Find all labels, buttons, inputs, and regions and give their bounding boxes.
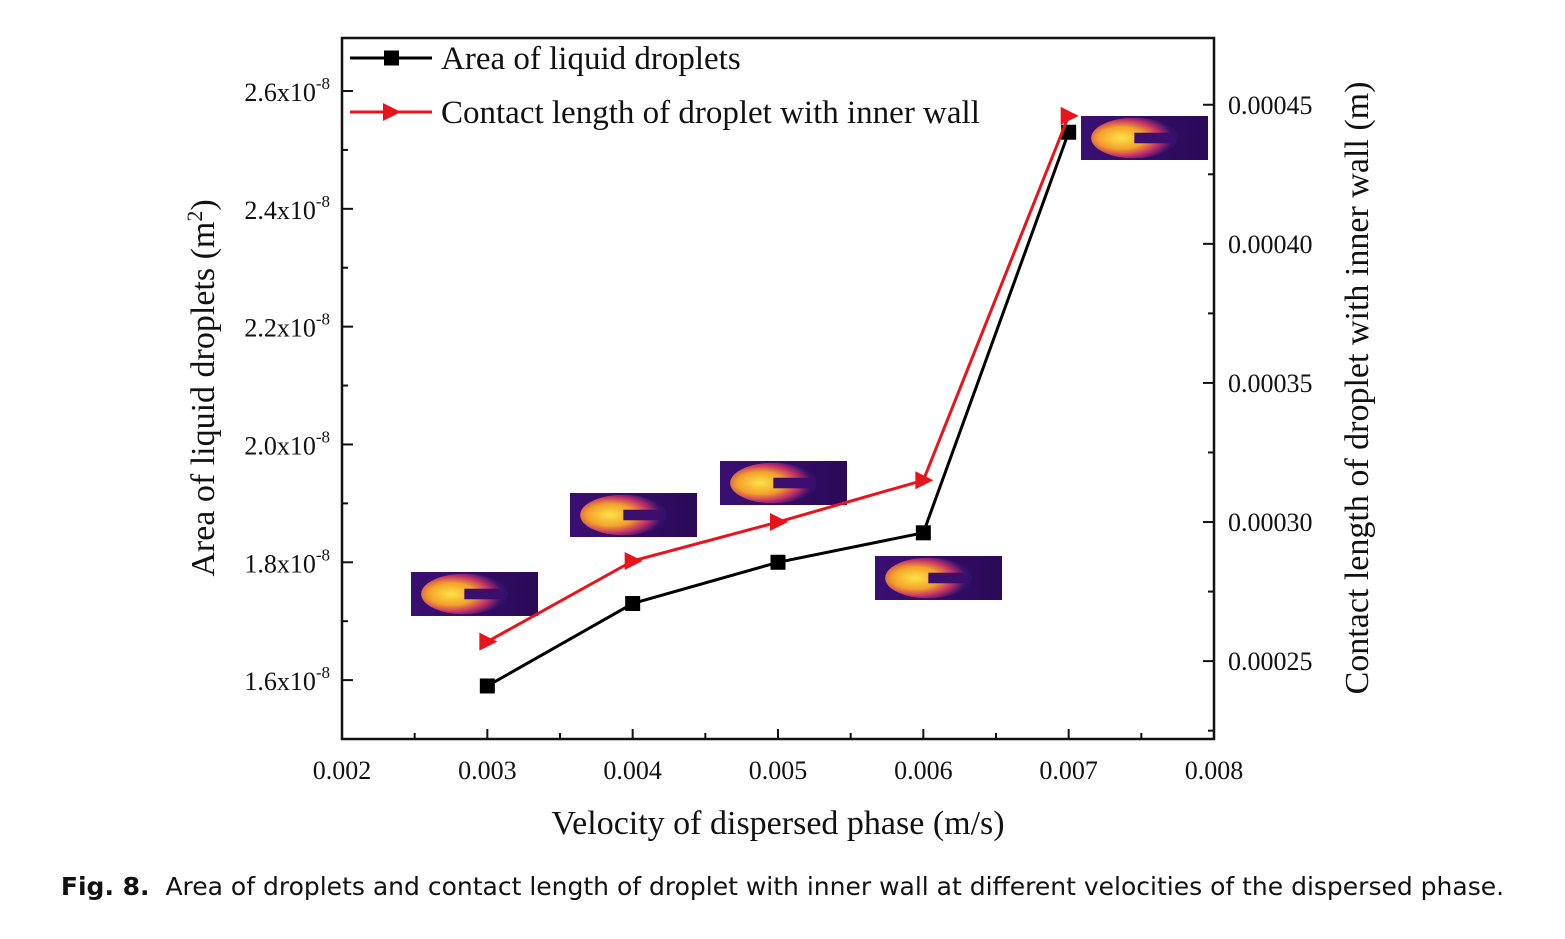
legend-label: Contact length of droplet with inner wal… bbox=[441, 95, 980, 131]
figure-caption: Fig. 8. Area of droplets and contact len… bbox=[0, 872, 1565, 901]
x-tick-label: 0.003 bbox=[458, 756, 517, 785]
caption-text: Area of droplets and contact length of d… bbox=[165, 872, 1505, 901]
y-right-tick-label: 0.00030 bbox=[1228, 508, 1313, 537]
legend-item-droplet-area: Area of liquid droplets bbox=[350, 41, 741, 77]
y-left-tick-label: 2.0x10-8 bbox=[244, 427, 330, 460]
x-tick-label: 0.002 bbox=[313, 756, 372, 785]
contact-length-point bbox=[770, 513, 788, 532]
legend-label: Area of liquid droplets bbox=[441, 41, 741, 77]
droplet-snapshot-0.005 bbox=[720, 461, 847, 505]
contact-length-point bbox=[479, 632, 498, 651]
caption-label: Fig. 8. bbox=[60, 872, 150, 901]
x-axis-title: Velocity of dispersed phase (m/s) bbox=[551, 805, 1004, 842]
droplet-area-line bbox=[486, 131, 1071, 688]
y-right-tick-label: 0.00045 bbox=[1228, 91, 1313, 120]
snapshot-neck bbox=[623, 509, 662, 521]
y-right-axis-title: Contact length of droplet with inner wal… bbox=[1339, 82, 1376, 695]
y-left-tick-label: 2.6x10-8 bbox=[244, 74, 330, 107]
y-left-tick-label: 1.6x10-8 bbox=[244, 663, 330, 696]
snapshot-neck bbox=[464, 588, 503, 600]
droplet-area-point bbox=[915, 525, 931, 541]
y-axis-right: 0.00025 0.00030 0.00035 0.00040 0.00045 bbox=[1203, 91, 1313, 732]
droplet-area-point bbox=[770, 554, 786, 570]
droplet-area-point bbox=[625, 596, 641, 612]
droplet-snapshot-0.007 bbox=[1081, 116, 1208, 160]
axis-titles: Velocity of dispersed phase (m/s) Area of… bbox=[182, 82, 1376, 842]
legend-item-contact-length: Contact length of droplet with inner wal… bbox=[350, 95, 980, 131]
legend-marker bbox=[383, 103, 401, 121]
y-right-tick-label: 0.00025 bbox=[1228, 647, 1313, 676]
snapshot-neck bbox=[928, 572, 967, 584]
droplet-area-point bbox=[479, 678, 495, 694]
snapshot-neck bbox=[773, 477, 812, 489]
x-tick-label: 0.005 bbox=[749, 756, 808, 785]
y-left-tick-label: 2.2x10-8 bbox=[244, 310, 330, 343]
x-tick-label: 0.007 bbox=[1039, 756, 1098, 785]
contact-length-point bbox=[624, 551, 643, 570]
inset-images bbox=[411, 116, 1208, 616]
snapshot-neck bbox=[1134, 132, 1173, 144]
y-left-tick-label: 2.4x10-8 bbox=[244, 192, 330, 225]
y-left-axis-title: Area of liquid droplets (m2) bbox=[182, 199, 222, 576]
droplet-snapshot-0.004 bbox=[570, 493, 697, 537]
droplet-snapshot-0.003 bbox=[411, 572, 538, 616]
contact-length-point bbox=[1060, 106, 1079, 125]
x-axis: 0.002 0.003 0.004 0.005 0.006 0.007 0.008 bbox=[313, 729, 1244, 785]
y-right-tick-label: 0.00040 bbox=[1228, 230, 1313, 259]
chart-figure: 0.002 0.003 0.004 0.005 0.006 0.007 0.008 1.6x… bbox=[182, 36, 1376, 842]
x-tick-label: 0.008 bbox=[1185, 756, 1244, 785]
droplet-snapshot-0.006 bbox=[875, 556, 1002, 600]
contact-length-point bbox=[915, 471, 934, 490]
y-left-tick-label: 1.8x10-8 bbox=[244, 545, 330, 578]
y-right-tick-label: 0.00035 bbox=[1228, 369, 1313, 398]
snapshot-droplet bbox=[1091, 117, 1178, 159]
y-axis-left: 1.6x10-8 1.8x10-8 2.0x10-8 2.2x10-8 2.4x10-8… bbox=[244, 74, 353, 740]
legend-marker bbox=[384, 50, 399, 66]
x-tick-label: 0.004 bbox=[603, 756, 662, 785]
series-layer bbox=[479, 106, 1079, 694]
x-tick-label: 0.006 bbox=[894, 756, 953, 785]
legend: Area of liquid droplets Contact length of… bbox=[350, 41, 980, 131]
